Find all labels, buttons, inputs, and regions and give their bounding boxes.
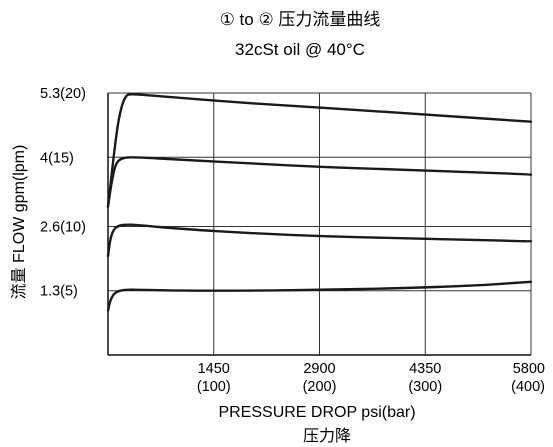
x-tick-label-2: 4350 <box>409 361 441 377</box>
y-tick-label-1: 2.6(10) <box>40 219 86 235</box>
x-axis-label: PRESSURE DROP psi(bar) <box>218 404 415 421</box>
flow-curve-0 <box>106 280 533 312</box>
x-axis-label-cn: 压力降 <box>303 427 351 445</box>
y-axis-label: 流量 FLOW gpm(lpm) <box>10 145 28 300</box>
y-tick-label-0: 1.3(5) <box>40 284 78 300</box>
x-tick-sublabel-0: (100) <box>197 379 231 395</box>
flow-curve-3 <box>106 93 533 208</box>
x-tick-sublabel-1: (200) <box>303 379 337 395</box>
y-tick-label-2: 4(15) <box>40 150 74 166</box>
x-tick-sublabel-2: (300) <box>408 379 442 395</box>
x-tick-label-1: 2900 <box>303 361 335 377</box>
flow-curve-2 <box>106 156 533 208</box>
y-tick-labels: 1.3(5) 2.6(10) 4(15) 5.3(20) <box>40 86 86 300</box>
flow-curve-1 <box>106 223 533 258</box>
chart-subtitle: 32cSt oil @ 40°C <box>235 40 365 59</box>
chart-title: ① to ② 压力流量曲线 <box>220 10 381 29</box>
y-tick-label-3: 5.3(20) <box>40 86 86 102</box>
x-tick-label-0: 1450 <box>198 361 230 377</box>
x-tick-sublabel-3: (400) <box>511 379 545 395</box>
x-tick-label-3: 5800 <box>513 361 545 377</box>
grid-lines <box>108 92 532 355</box>
flow-curves <box>106 93 533 312</box>
x-tick-labels: 1450 (100) 2900 (200) 4350 (300) 5800 (400) <box>197 361 545 395</box>
